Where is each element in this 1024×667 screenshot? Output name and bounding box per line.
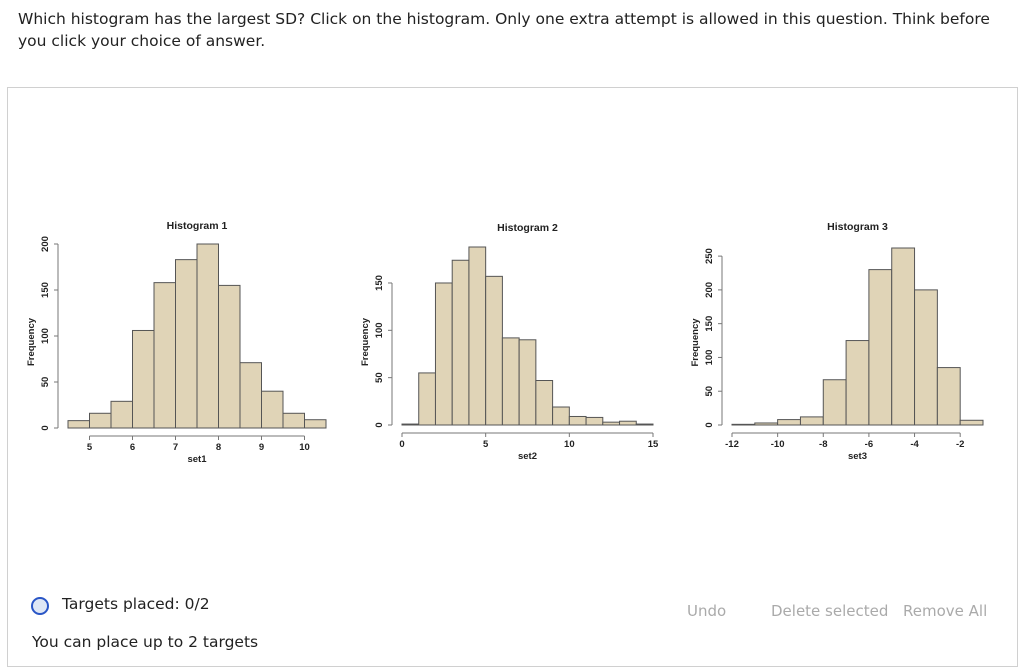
- y-tick-label: 200: [704, 282, 715, 298]
- histogram-bar: [799, 416, 824, 426]
- y-tick-label: 250: [704, 248, 715, 264]
- histogram-bar: [936, 367, 961, 426]
- y-tick-label: 0: [704, 422, 715, 427]
- histogram-bar: [153, 282, 176, 429]
- y-tick-label: 100: [704, 350, 715, 366]
- histogram-bar: [239, 362, 262, 429]
- histogram-bar: [822, 379, 847, 426]
- x-tick-label: -12: [725, 439, 739, 450]
- y-tick-label: 150: [704, 316, 715, 332]
- histogram-bar: [845, 340, 870, 426]
- histogram-bar: [777, 419, 801, 426]
- targets-placed: Targets placed: 0/2: [62, 595, 210, 613]
- x-axis-label: set3: [848, 451, 867, 462]
- histogram-bar: [485, 275, 503, 426]
- histogram-bar: [568, 415, 587, 426]
- histogram-bar: [418, 372, 436, 426]
- histogram-bar: [132, 329, 155, 429]
- x-axis-label: set2: [518, 451, 537, 462]
- x-tick-label: 5: [483, 439, 489, 450]
- x-tick-label: -8: [819, 439, 827, 450]
- x-tick-label: -6: [865, 439, 873, 450]
- x-tick-label: 6: [130, 442, 135, 453]
- histogram-bar: [959, 419, 984, 426]
- histogram-bar: [304, 419, 327, 429]
- histogram-3-target[interactable]: [682, 215, 993, 465]
- y-tick-label: 100: [374, 322, 385, 338]
- delete-selected-button[interactable]: Delete selected: [771, 602, 889, 620]
- histogram-bar: [434, 282, 453, 426]
- histogram-bar: [89, 412, 112, 429]
- histogram-bar: [282, 412, 305, 429]
- histogram-bar: [67, 420, 90, 429]
- remove-all-button[interactable]: Remove All: [903, 602, 988, 620]
- y-axis-label: Frequency: [360, 317, 371, 366]
- histogram-bar: [196, 243, 219, 429]
- x-tick-label: -10: [771, 439, 785, 450]
- histogram-bar: [619, 420, 637, 426]
- histogram-bar: [602, 421, 621, 426]
- histogram-bar: [518, 339, 537, 426]
- x-tick-label: 8: [216, 442, 221, 453]
- histogram-bar: [635, 423, 654, 426]
- x-tick-label: 0: [399, 439, 404, 450]
- question-text: Which histogram has the largest SD? Clic…: [18, 10, 990, 50]
- target-radio-icon: [31, 597, 49, 615]
- y-tick-label: 200: [40, 236, 51, 252]
- histogram-bar: [535, 380, 554, 426]
- x-axis-label: set1: [187, 454, 207, 465]
- y-axis-label: Frequency: [690, 318, 701, 367]
- undo-button[interactable]: Undo: [687, 602, 727, 620]
- histogram-bar: [218, 284, 241, 429]
- x-tick-label: 10: [564, 439, 575, 450]
- y-tick-label: 0: [374, 422, 385, 427]
- x-tick-label: 7: [173, 442, 178, 453]
- histogram-bar: [914, 289, 938, 426]
- y-tick-label: 100: [40, 328, 51, 344]
- x-tick-label: -2: [956, 439, 964, 450]
- chart-title: Histogram 3: [827, 221, 888, 233]
- x-tick-label: -4: [910, 439, 919, 450]
- x-tick-label: 10: [299, 442, 310, 453]
- chart-title: Histogram 1: [167, 220, 228, 232]
- y-tick-label: 150: [40, 282, 51, 298]
- y-tick-label: 50: [704, 386, 715, 397]
- histogram-bar: [401, 423, 420, 426]
- y-tick-label: 0: [40, 425, 51, 430]
- histogram-bar: [110, 400, 133, 429]
- histogram-bar: [261, 390, 284, 429]
- x-tick-label: 9: [259, 442, 264, 453]
- x-tick-label: 5: [87, 442, 93, 453]
- histogram-bar: [891, 247, 916, 426]
- histogram-bar: [175, 259, 198, 429]
- histogram-bar: [731, 423, 756, 426]
- y-tick-label: 50: [40, 377, 51, 388]
- histogram-bar: [585, 416, 604, 426]
- histogram-bar: [868, 269, 893, 426]
- histogram-bar: [451, 259, 470, 426]
- targets-limit: You can place up to 2 targets: [32, 633, 259, 651]
- histogram-bar: [501, 337, 520, 426]
- histogram-bar: [754, 422, 779, 426]
- x-tick-label: 15: [648, 439, 659, 450]
- chart-title: Histogram 2: [497, 222, 558, 234]
- y-tick-label: 150: [374, 275, 385, 291]
- y-axis-label: Frequency: [26, 317, 37, 366]
- y-tick-label: 50: [374, 372, 385, 383]
- histogram-bar: [552, 406, 570, 426]
- histogram-bar: [468, 246, 487, 426]
